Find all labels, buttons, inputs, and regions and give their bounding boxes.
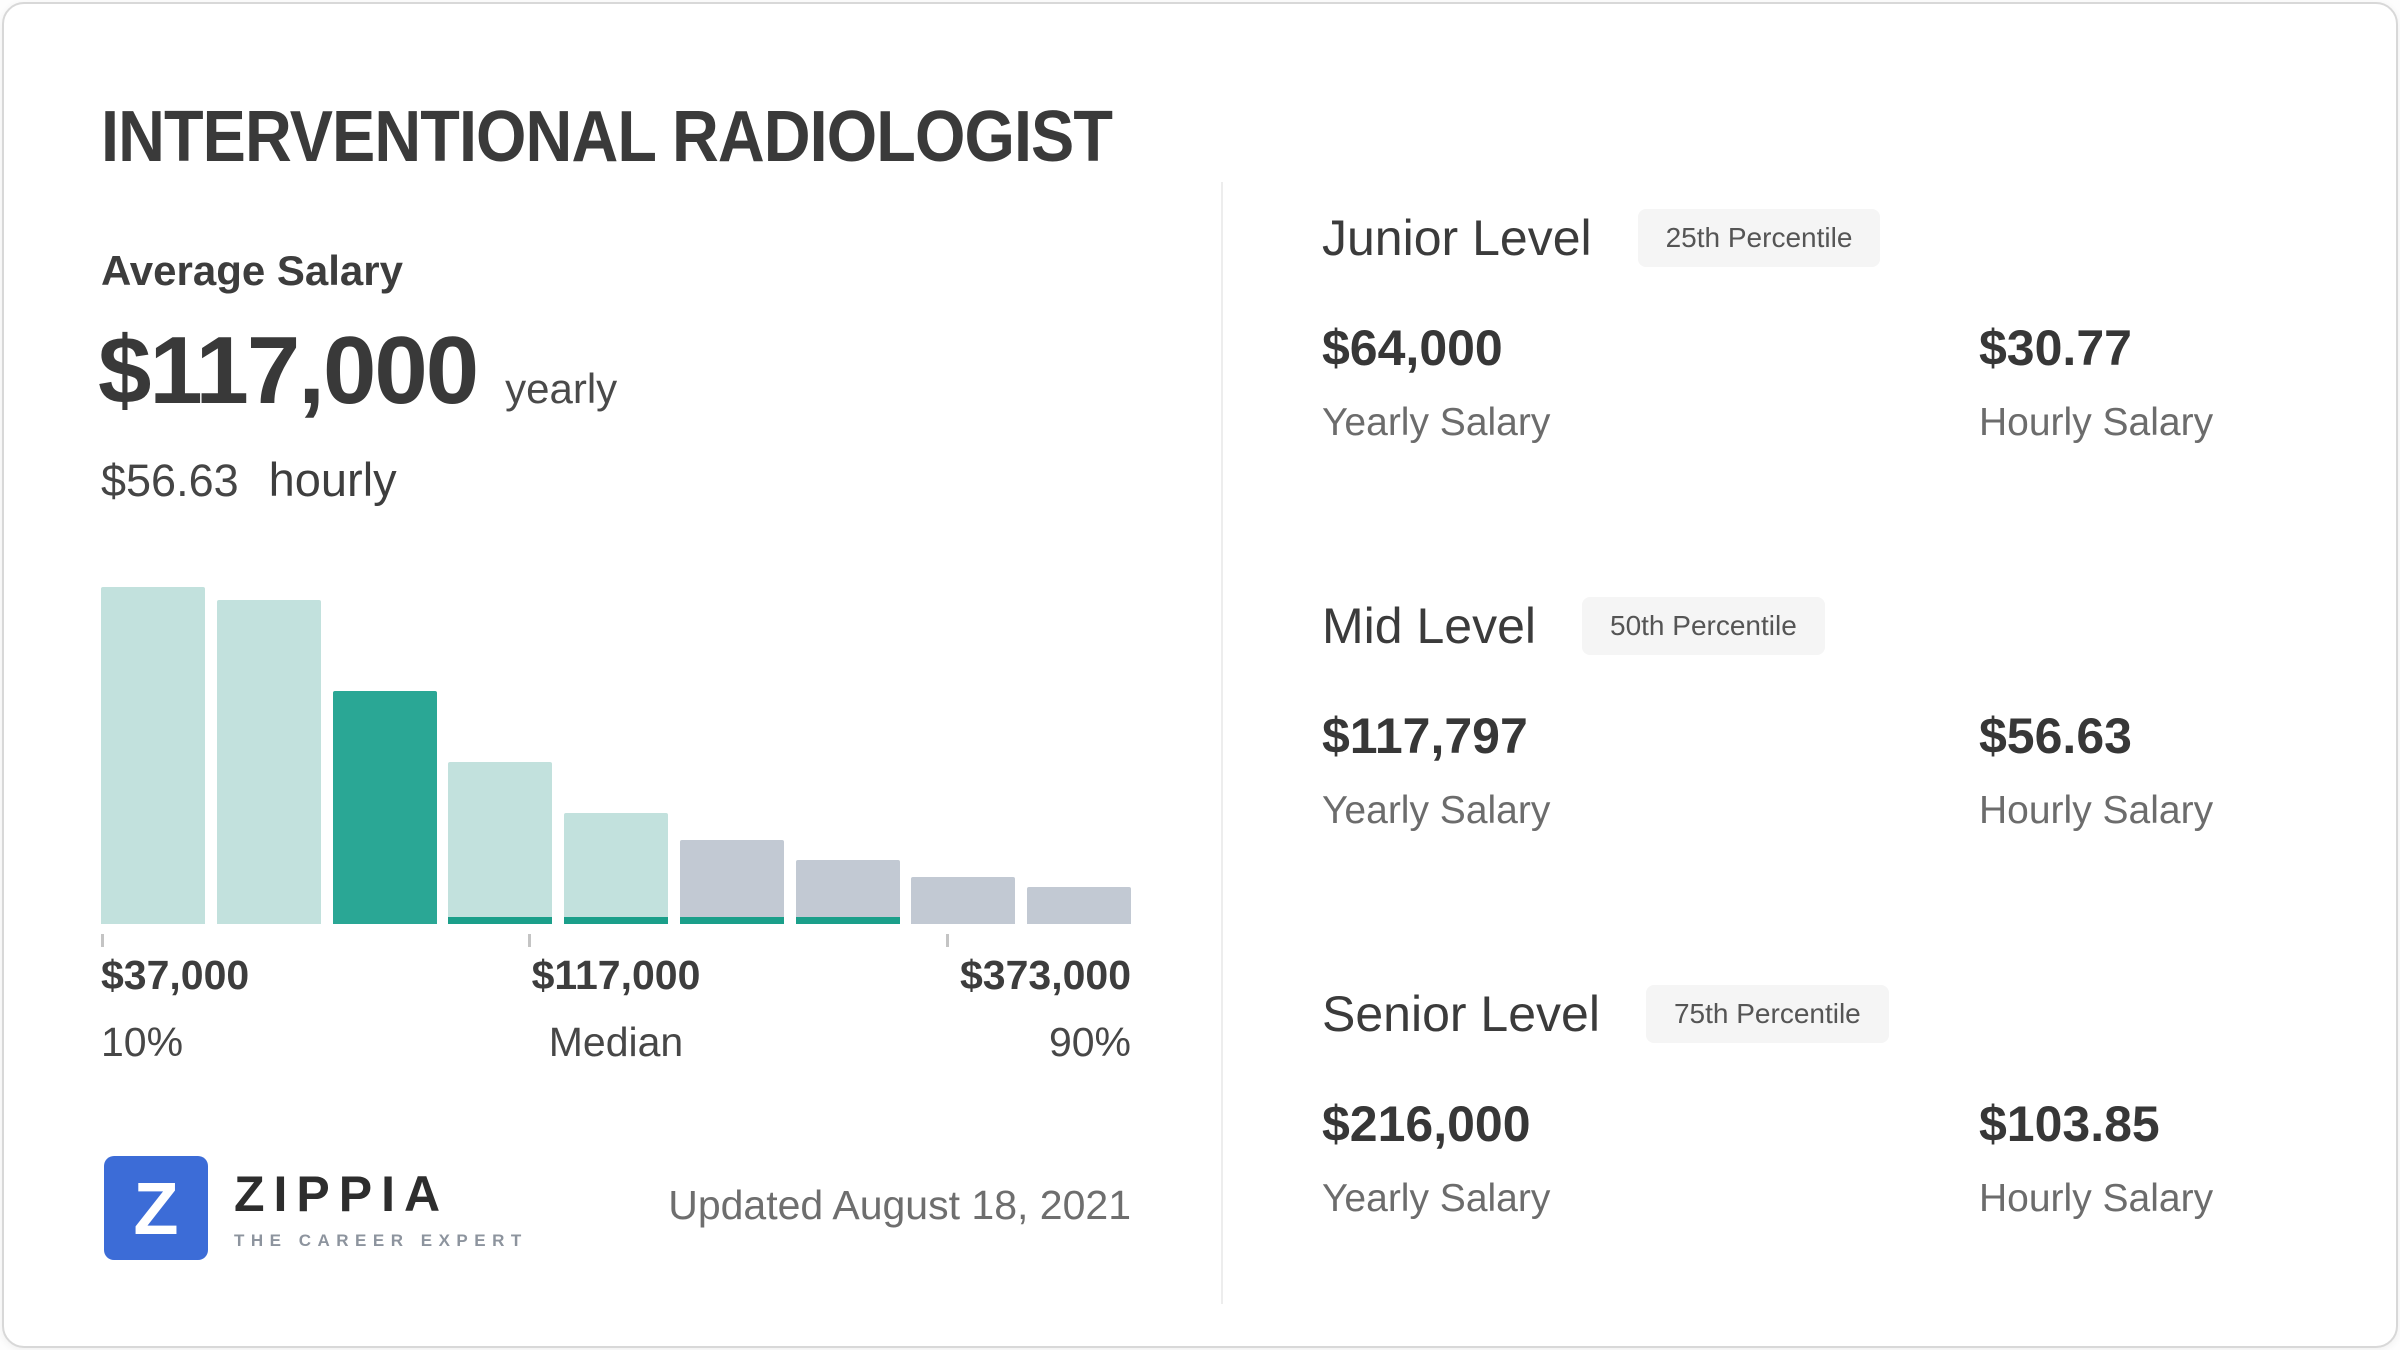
histogram-bar-median-strip (564, 917, 668, 924)
level-values: $64,000 Yearly Salary $30.77 Hourly Sala… (1322, 319, 2382, 445)
level-yearly-value: $64,000 (1322, 320, 1503, 376)
zippia-logo[interactable]: Z ZIPPIA THE CAREER EXPERT (104, 1156, 528, 1260)
level-header: Junior Level 25th Percentile (1322, 209, 2382, 267)
level-name: Junior Level (1322, 210, 1592, 266)
yearly-column: $117,797 Yearly Salary (1322, 707, 1979, 833)
zippia-logo-mark-icon: Z (104, 1156, 208, 1260)
yearly-column: $64,000 Yearly Salary (1322, 319, 1979, 445)
axis-tick-mark (101, 934, 104, 947)
hourly-column: $30.77 Hourly Salary (1979, 319, 2382, 445)
vertical-divider (1221, 182, 1223, 1304)
level-values: $216,000 Yearly Salary $103.85 Hourly Sa… (1322, 1095, 2382, 1221)
level-yearly-caption: Yearly Salary (1322, 1177, 1551, 1220)
histogram-bar-median-strip (679, 917, 784, 924)
hourly-salary-value: $56.63 (101, 455, 239, 506)
axis-label-p90-value: $373,000 (959, 952, 1131, 998)
level-header: Mid Level 50th Percentile (1322, 597, 2382, 655)
yearly-salary-value: $117,000 (98, 317, 479, 424)
histogram-bar (679, 840, 784, 924)
level-hourly-caption: Hourly Salary (1979, 401, 2214, 444)
yearly-salary-unit: yearly (505, 365, 618, 412)
hourly-salary-row: $56.63 hourly (101, 452, 397, 507)
axis-label-median-sub: Median (548, 1019, 684, 1065)
histogram-bar (911, 877, 1016, 924)
histogram-bar (216, 600, 321, 924)
updated-date: Updated August 18, 2021 (668, 1182, 1131, 1228)
level-values: $117,797 Yearly Salary $56.63 Hourly Sal… (1322, 707, 2382, 833)
level-hourly-value: $56.63 (1979, 708, 2132, 764)
level-section-junior: Junior Level 25th Percentile $64,000 Yea… (1322, 209, 2382, 445)
axis-label-median-value: $117,000 (531, 952, 701, 998)
level-yearly-value: $216,000 (1322, 1096, 1531, 1152)
average-salary-label: Average Salary (101, 247, 403, 294)
hourly-column: $103.85 Hourly Salary (1979, 1095, 2382, 1221)
level-hourly-value: $103.85 (1979, 1096, 2160, 1152)
page-title: INTERVENTIONAL RADIOLOGIST (101, 97, 1113, 177)
zippia-logo-name: ZIPPIA (234, 1166, 450, 1222)
zippia-logo-tagline: THE CAREER EXPERT (234, 1231, 528, 1250)
level-yearly-caption: Yearly Salary (1322, 401, 1551, 444)
yearly-salary-row: $117,000 yearly (98, 316, 617, 426)
level-yearly-caption: Yearly Salary (1322, 789, 1551, 832)
level-hourly-caption: Hourly Salary (1979, 789, 2214, 832)
histogram-bar (101, 587, 205, 924)
axis-label-p90-sub: 90% (1048, 1019, 1131, 1065)
histogram-bar-median-strip (795, 917, 900, 924)
level-hourly-value: $30.77 (1979, 320, 2132, 376)
axis-label-p10-sub: 10% (101, 1019, 184, 1065)
histogram-bar-median-strip (448, 917, 553, 924)
hourly-column: $56.63 Hourly Salary (1979, 707, 2382, 833)
axis-tick-mark (945, 934, 949, 947)
salary-histogram-bars (101, 587, 1131, 924)
level-section-senior: Senior Level 75th Percentile $216,000 Ye… (1322, 985, 2382, 1221)
yearly-column: $216,000 Yearly Salary (1322, 1095, 1979, 1221)
axis-tick-mark (528, 934, 532, 947)
salary-histogram-ticks (101, 934, 1131, 948)
histogram-bar (795, 860, 900, 924)
percentile-badge: 75th Percentile (1645, 985, 1889, 1043)
percentile-badge: 25th Percentile (1637, 209, 1881, 267)
histogram-bar (448, 762, 553, 924)
level-name: Mid Level (1322, 598, 1536, 654)
histogram-bar (1027, 887, 1131, 924)
level-hourly-caption: Hourly Salary (1979, 1177, 2214, 1220)
level-header: Senior Level 75th Percentile (1322, 985, 2382, 1043)
level-name: Senior Level (1322, 986, 1600, 1042)
zippia-logo-text: ZIPPIA THE CAREER EXPERT (234, 1165, 528, 1251)
hourly-salary-unit: hourly (268, 453, 397, 506)
percentile-badge: 50th Percentile (1582, 597, 1825, 655)
level-yearly-value: $117,797 (1322, 708, 1528, 764)
level-section-mid: Mid Level 50th Percentile $117,797 Yearl… (1322, 597, 2382, 833)
axis-label-p10-value: $37,000 (101, 952, 250, 998)
histogram-bar (564, 813, 668, 924)
histogram-bar (332, 691, 437, 924)
